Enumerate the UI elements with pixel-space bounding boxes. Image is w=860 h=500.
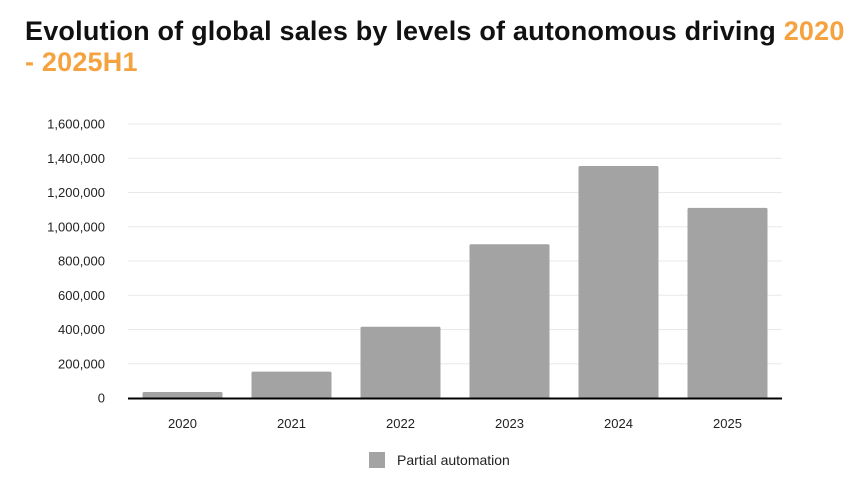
y-tick-label: 1,000,000 xyxy=(47,219,105,234)
bar-2020 xyxy=(142,392,223,398)
y-tick-label: 1,600,000 xyxy=(47,117,105,132)
x-tick-label: 2025 xyxy=(713,416,742,431)
legend: Partial automation xyxy=(369,452,510,468)
y-tick-label: 200,000 xyxy=(58,356,105,371)
y-tick-label: 1,400,000 xyxy=(47,151,105,166)
x-tick-label: 2021 xyxy=(277,416,306,431)
y-tick-label: 0 xyxy=(98,391,105,406)
y-tick-label: 800,000 xyxy=(58,254,105,269)
bar-2022 xyxy=(360,326,441,398)
bar-2024 xyxy=(578,165,659,398)
x-tick-label: 2022 xyxy=(386,416,415,431)
y-tick-label: 1,200,000 xyxy=(47,185,105,200)
x-tick-label: 2020 xyxy=(168,416,197,431)
y-tick-label: 400,000 xyxy=(58,322,105,337)
bar-2025 xyxy=(687,207,768,398)
legend-swatch xyxy=(369,452,385,468)
legend-label: Partial automation xyxy=(397,452,510,468)
x-tick-label: 2024 xyxy=(604,416,633,431)
bar-2023 xyxy=(469,244,550,398)
chart-title-highlight: 2020 - 2025H1 xyxy=(25,16,845,77)
chart-title: Evolution of global sales by levels of a… xyxy=(25,16,845,77)
y-tick-label: 600,000 xyxy=(58,288,105,303)
x-tick-label: 2023 xyxy=(495,416,524,431)
bar-2021 xyxy=(251,371,332,398)
